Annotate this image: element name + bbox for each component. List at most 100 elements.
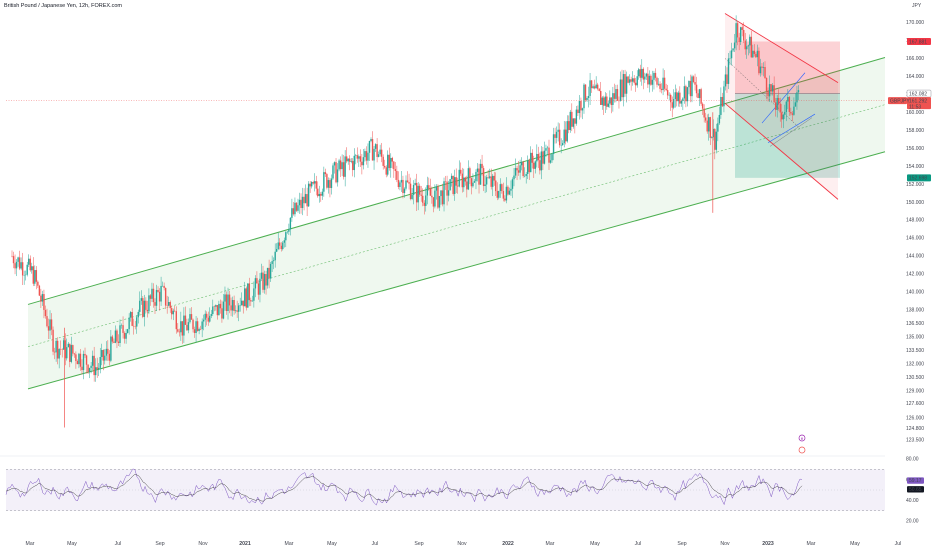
- candle-body: [657, 83, 660, 85]
- channel-lower-line[interactable]: [27, 151, 886, 390]
- event-marker-icon[interactable]: [798, 434, 806, 442]
- candle-body: [773, 85, 775, 103]
- candle-body: [167, 302, 170, 306]
- candle-body: [651, 79, 654, 85]
- candle-body: [245, 288, 247, 308]
- candle-body: [98, 367, 100, 370]
- candle-body: [259, 278, 261, 295]
- candle-body: [66, 347, 68, 359]
- candle-body: [633, 78, 635, 83]
- candle-body: [256, 278, 258, 284]
- candle-body: [598, 88, 600, 91]
- rsi-value-badge-bg: [907, 477, 924, 484]
- rsi-ma-line: [5, 474, 803, 502]
- price-tick-label: 166.000: [906, 56, 924, 62]
- candle-body: [262, 272, 264, 290]
- candle-body: [774, 102, 777, 110]
- candle-body: [335, 162, 337, 183]
- candle-body: [218, 303, 220, 316]
- candle-body: [329, 180, 331, 188]
- candle-body: [294, 202, 296, 215]
- wedge-lower-line[interactable]: [724, 102, 839, 200]
- candle-body: [26, 264, 28, 275]
- candle-body: [79, 353, 82, 367]
- candle-body: [569, 111, 571, 131]
- candle-body: [254, 278, 257, 289]
- candle-body: [230, 305, 232, 311]
- candle-body: [242, 300, 244, 307]
- candle-body: [654, 72, 657, 78]
- candle-body: [493, 175, 495, 181]
- candle-body: [58, 349, 60, 359]
- candle-body: [531, 152, 533, 163]
- candle-body: [639, 69, 641, 78]
- candle-body: [116, 330, 118, 342]
- trendline-grey[interactable]: [769, 117, 813, 147]
- candle-body: [537, 153, 540, 161]
- candle-body: [534, 161, 537, 169]
- candle-body: [102, 350, 104, 361]
- candle-body: [341, 162, 343, 170]
- candle-body: [125, 332, 127, 339]
- candle-body: [43, 294, 45, 310]
- candle-body: [241, 300, 243, 305]
- candle-body: [385, 167, 387, 175]
- candle-body: [548, 147, 550, 163]
- price-tick-label: 140.000: [906, 290, 924, 296]
- candle-body: [47, 326, 50, 331]
- rsi-ma-badge-bg: [907, 486, 924, 493]
- candle-body: [277, 242, 279, 250]
- candle-body: [453, 177, 456, 194]
- price-tick-label: 164.000: [906, 74, 924, 80]
- candle-body: [762, 67, 765, 68]
- candle-body: [350, 160, 352, 162]
- candle-body: [682, 98, 684, 101]
- candle-body: [613, 93, 616, 99]
- candle-body: [490, 176, 492, 187]
- candle-body: [533, 162, 535, 169]
- candle-body: [49, 319, 51, 331]
- candle-body: [782, 114, 784, 120]
- candle-body: [396, 170, 398, 180]
- candle-body: [753, 50, 756, 54]
- candle-body: [674, 92, 676, 100]
- time-axis-label: Mar: [546, 541, 555, 547]
- candle-body: [64, 340, 66, 359]
- candle-body: [309, 183, 311, 187]
- candle-body: [460, 169, 462, 174]
- candle-body: [282, 242, 284, 250]
- candle-body: [117, 341, 120, 343]
- candle-body: [499, 184, 502, 191]
- earnings-marker-icon[interactable]: [798, 446, 806, 454]
- candle-body: [496, 191, 498, 198]
- candle-body: [321, 191, 324, 196]
- countdown-badge: 11:53: [909, 104, 921, 110]
- candle-body: [292, 208, 295, 215]
- candle-body: [94, 367, 97, 376]
- candle-body: [210, 314, 212, 316]
- candle-body: [461, 173, 463, 188]
- candle-body: [641, 68, 643, 78]
- candle-body: [514, 168, 517, 176]
- rsi-tick-label: 80.00: [906, 457, 919, 463]
- candle-body: [628, 79, 631, 83]
- candle-body: [635, 82, 637, 86]
- candle-body: [224, 294, 226, 302]
- candle-body: [785, 101, 788, 112]
- position-target-zone: [735, 41, 840, 94]
- candle-body: [298, 199, 301, 206]
- candle-body: [660, 88, 663, 91]
- candle-body: [513, 175, 515, 180]
- candle-body: [739, 27, 742, 43]
- candle-body: [612, 93, 614, 105]
- trendline-blue-upper[interactable]: [761, 72, 806, 124]
- candle-body: [662, 77, 664, 91]
- candle-body: [447, 190, 450, 196]
- price-tick-label: 132.000: [906, 361, 924, 367]
- candle-body: [677, 92, 680, 102]
- trendline-blue-lower[interactable]: [767, 113, 816, 144]
- candle-body: [463, 177, 465, 188]
- candle-body: [146, 309, 149, 312]
- candle-body: [736, 23, 739, 38]
